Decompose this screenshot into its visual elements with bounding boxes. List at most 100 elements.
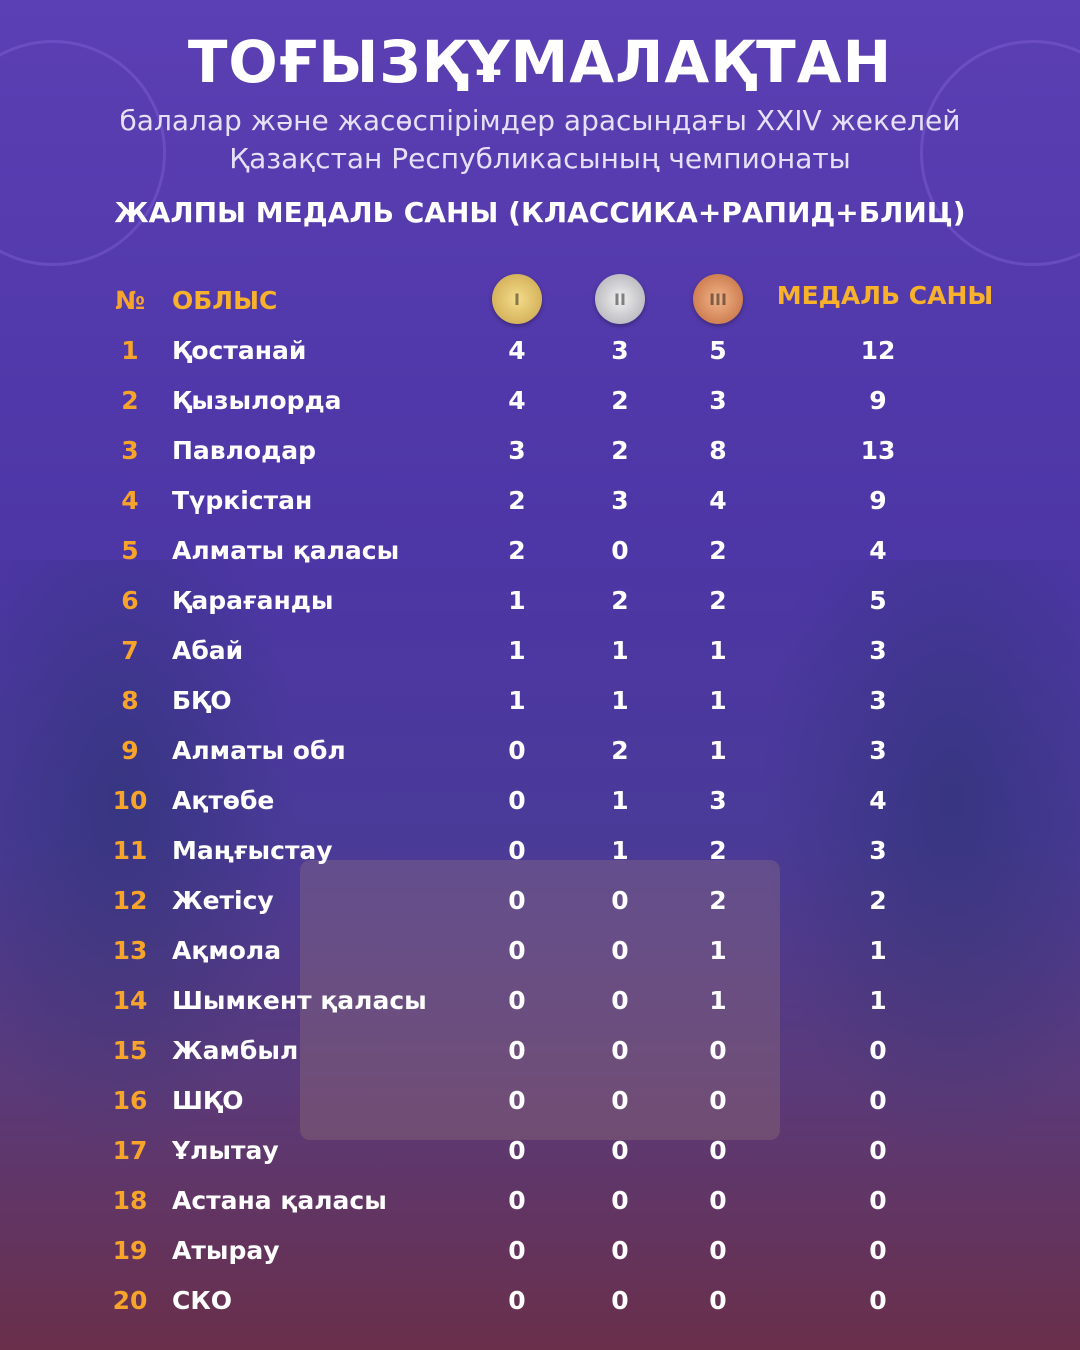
- row-number: 12: [112, 886, 148, 915]
- region: Павлодар: [172, 436, 317, 465]
- total: 2: [869, 886, 887, 915]
- region: Алматы обл: [172, 736, 346, 765]
- region: БҚО: [172, 686, 232, 715]
- bronze: 0: [709, 1286, 727, 1315]
- total: 0: [869, 1186, 887, 1215]
- row-number: 9: [121, 736, 139, 765]
- gold: 0: [508, 1236, 526, 1265]
- row-number: 19: [112, 1236, 148, 1265]
- silver: 0: [611, 1286, 629, 1315]
- bronze: 1: [709, 636, 727, 665]
- bronze: 2: [709, 886, 727, 915]
- gold: 3: [508, 436, 526, 465]
- total: 1: [869, 936, 887, 965]
- gold: 4: [508, 386, 526, 415]
- figure-left: [0, 560, 300, 1160]
- subtitle: балалар және жасөспірімдер арасындағы XX…: [119, 104, 961, 137]
- gold: 0: [508, 886, 526, 915]
- gold: 2: [508, 536, 526, 565]
- silver: 1: [611, 636, 629, 665]
- total: 9: [869, 386, 887, 415]
- region: Қызылорда: [172, 386, 342, 415]
- row-number: 10: [112, 786, 148, 815]
- region: Қарағанды: [172, 586, 334, 615]
- bronze: 0: [709, 1036, 727, 1065]
- bronze: 4: [709, 486, 727, 515]
- bronze: 0: [709, 1186, 727, 1215]
- total: 3: [869, 736, 887, 765]
- total: 12: [860, 336, 896, 365]
- row-number: 16: [112, 1086, 148, 1115]
- silver: 0: [611, 1186, 629, 1215]
- row-number: 14: [112, 986, 148, 1015]
- gold: 4: [508, 336, 526, 365]
- gold: 1: [508, 686, 526, 715]
- bronze: 8: [709, 436, 727, 465]
- silver: 2: [611, 386, 629, 415]
- gold: 0: [508, 1286, 526, 1315]
- silver: 2: [611, 436, 629, 465]
- heading: ЖАЛПЫ МЕДАЛЬ САНЫ (КЛАССИКА+РАПИД+БЛИЦ): [114, 196, 966, 229]
- total: 5: [869, 586, 887, 615]
- bronze: 2: [709, 586, 727, 615]
- gold: 0: [508, 736, 526, 765]
- bronze: 1: [709, 686, 727, 715]
- silver: 3: [611, 486, 629, 515]
- gold: 0: [508, 1186, 526, 1215]
- total: 13: [860, 436, 896, 465]
- region: Ақмола: [172, 936, 282, 965]
- total: 3: [869, 636, 887, 665]
- gold: 0: [508, 1086, 526, 1115]
- row-number: 15: [112, 1036, 148, 1065]
- total: 3: [869, 836, 887, 865]
- gold: 1: [508, 586, 526, 615]
- subtitle: Қазақстан Республикасының чемпионаты: [229, 142, 851, 175]
- region: Қостанай: [172, 336, 307, 365]
- row-number: 4: [121, 486, 139, 515]
- figure-right: [760, 560, 1080, 1160]
- region: Шымкент қаласы: [172, 986, 427, 1015]
- silver: 2: [611, 586, 629, 615]
- region: Алматы қаласы: [172, 536, 400, 565]
- row-number: 5: [121, 536, 139, 565]
- bronze: 3: [709, 386, 727, 415]
- silver: 0: [611, 986, 629, 1015]
- gold: 0: [508, 1136, 526, 1165]
- region: Атырау: [172, 1236, 280, 1265]
- col-total: МЕДАЛЬ САНЫ: [776, 281, 994, 310]
- row-number: 13: [112, 936, 148, 965]
- gold: 0: [508, 986, 526, 1015]
- total: 0: [869, 1036, 887, 1065]
- total: 3: [869, 686, 887, 715]
- title: ТОҒЫЗҚҰМАЛАҚТАН: [187, 28, 893, 96]
- bronze: 1: [709, 736, 727, 765]
- region: Ұлытау: [172, 1136, 279, 1165]
- row-number: 11: [112, 836, 148, 865]
- silver: 1: [611, 686, 629, 715]
- row-number: 18: [112, 1186, 148, 1215]
- bronze: 2: [709, 836, 727, 865]
- bronze: 0: [709, 1086, 727, 1115]
- gold: 2: [508, 486, 526, 515]
- total: 4: [869, 786, 887, 815]
- total: 9: [869, 486, 887, 515]
- bronze: 0: [709, 1136, 727, 1165]
- silver: 0: [611, 936, 629, 965]
- region: Маңғыстау: [172, 836, 333, 865]
- bronze: 1: [709, 936, 727, 965]
- row-number: 1: [121, 336, 139, 365]
- total: 0: [869, 1236, 887, 1265]
- gold: 0: [508, 936, 526, 965]
- region: Ақтөбе: [172, 786, 275, 815]
- row-number: 2: [121, 386, 139, 415]
- gold: 1: [508, 636, 526, 665]
- total: 1: [869, 986, 887, 1015]
- bronze: 0: [709, 1236, 727, 1265]
- board: [300, 860, 780, 1140]
- region: Түркістан: [172, 486, 313, 515]
- gold: 0: [508, 786, 526, 815]
- silver: 0: [611, 536, 629, 565]
- region: Абай: [172, 636, 244, 665]
- gold: 0: [508, 836, 526, 865]
